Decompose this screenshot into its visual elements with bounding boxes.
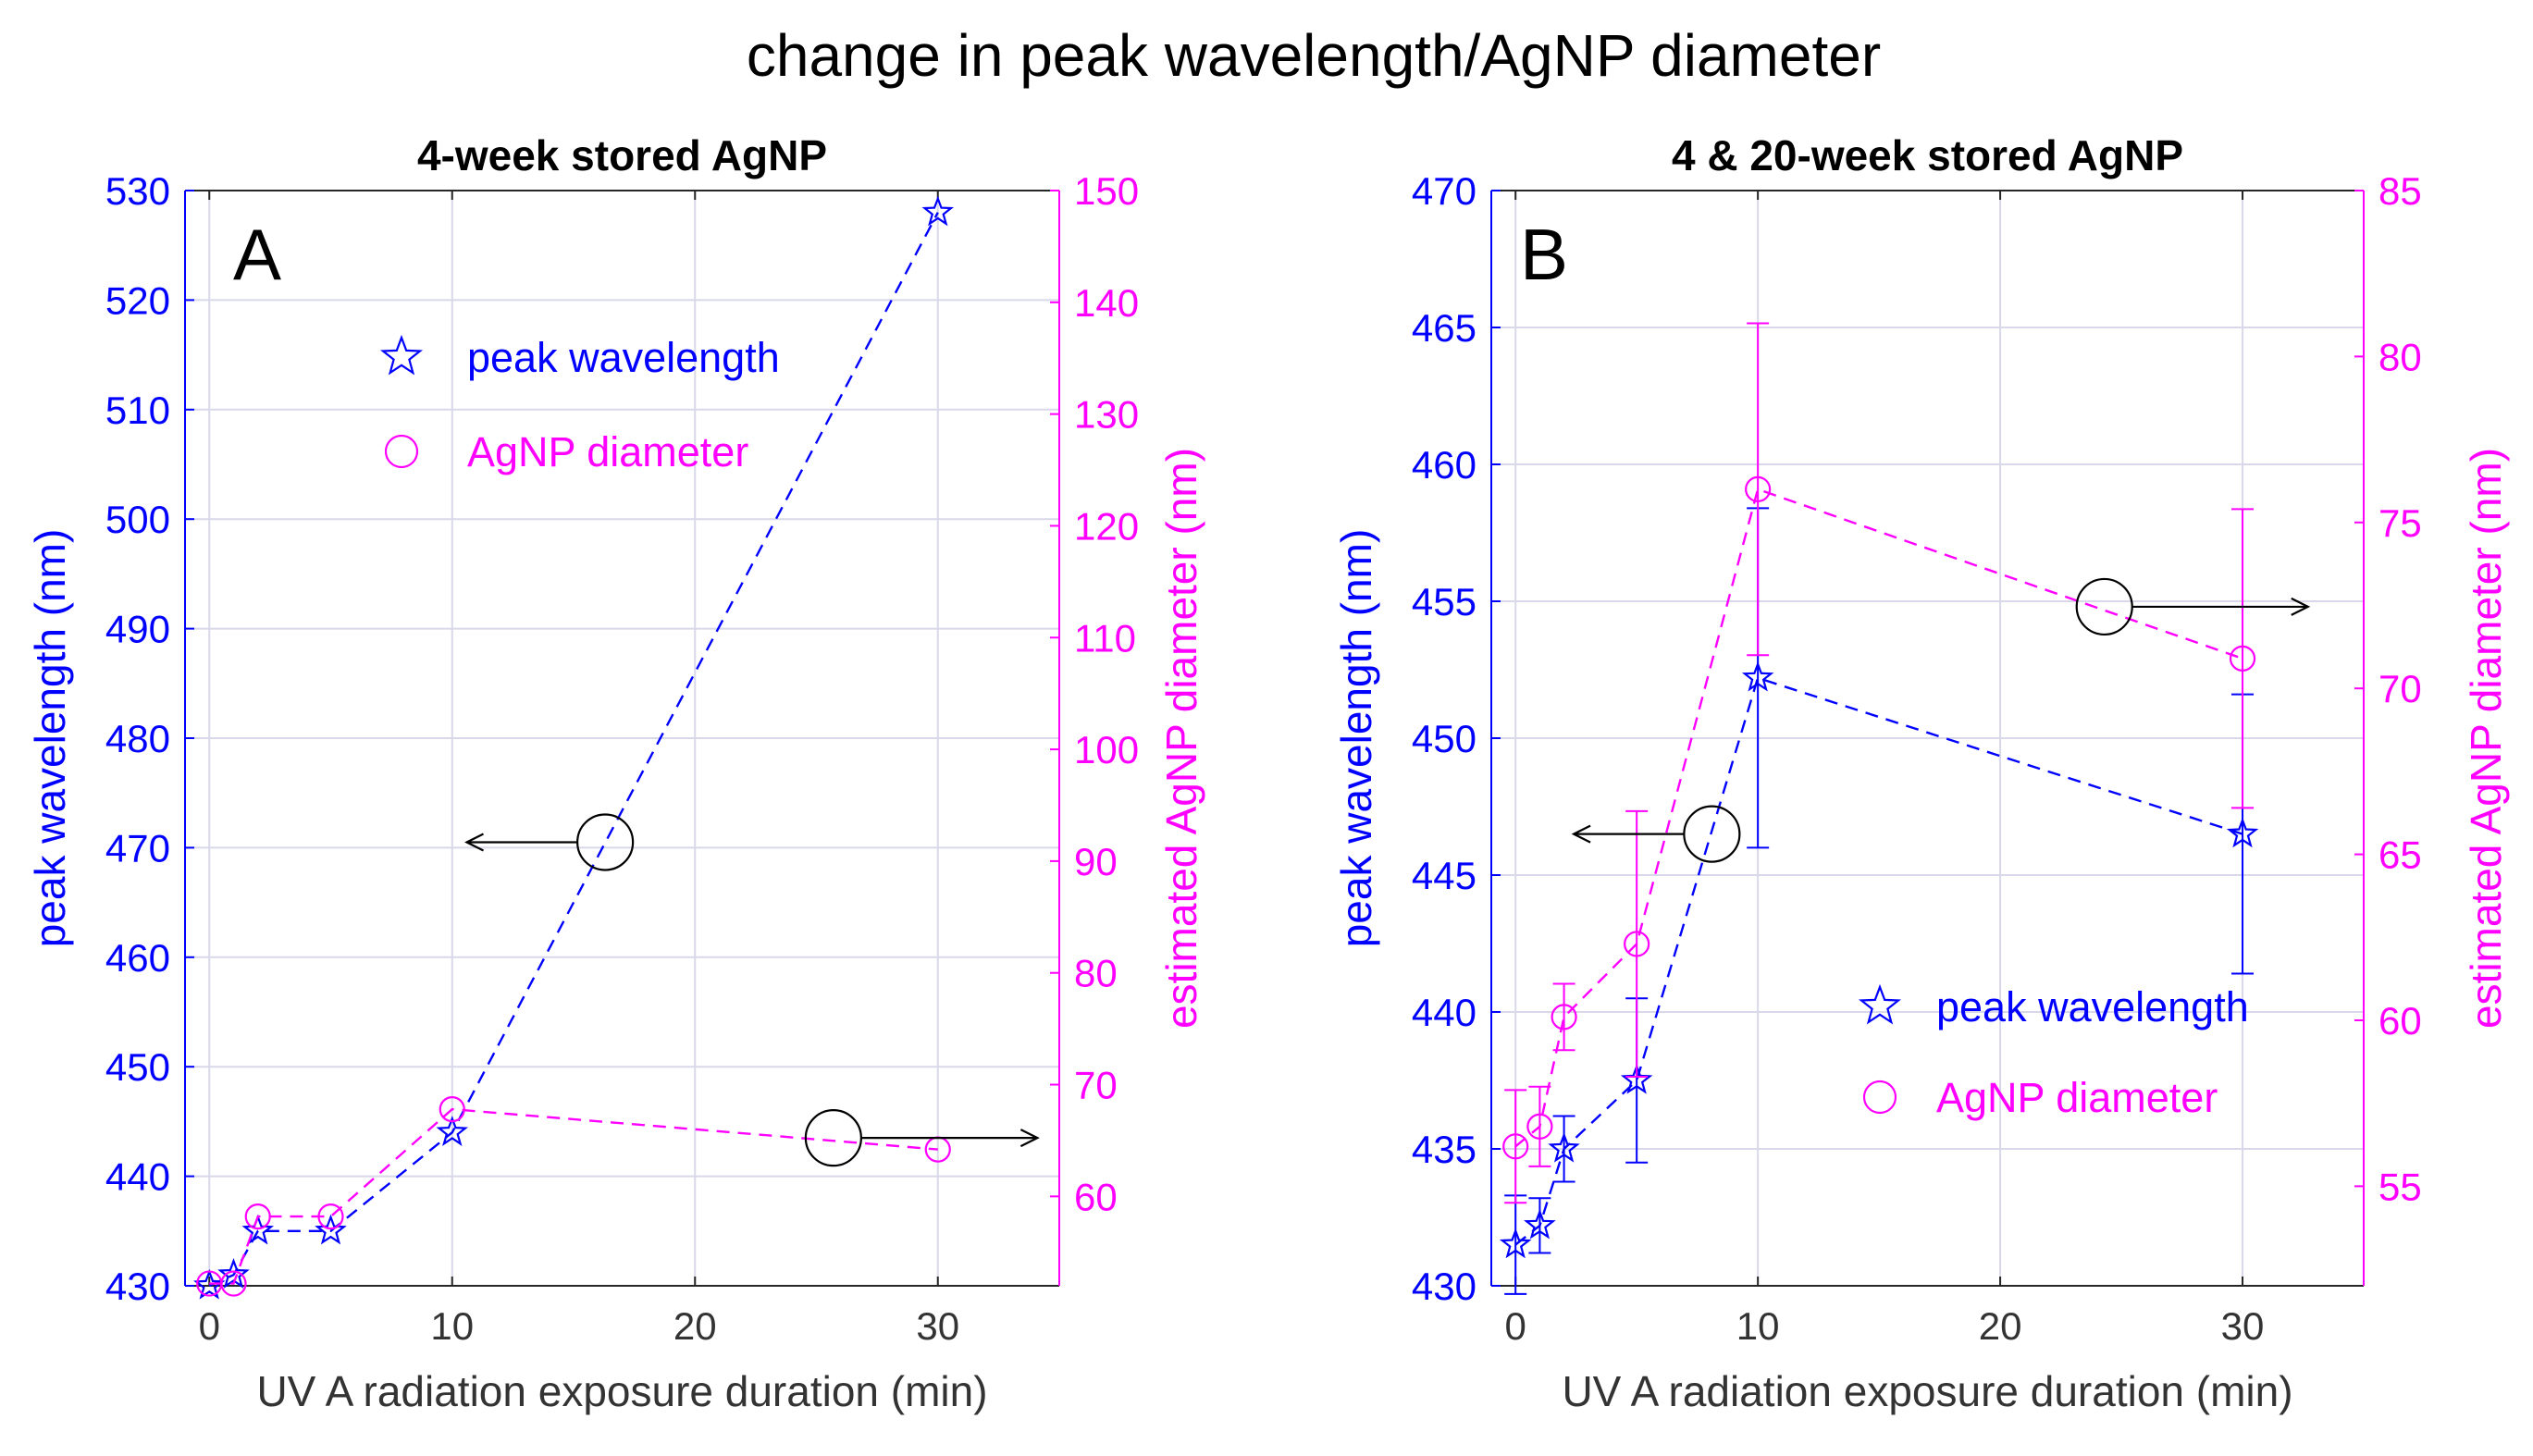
x-axis-label: UV A radiation exposure duration (min) <box>256 1367 987 1415</box>
wavelength-series-line <box>1514 676 2243 1246</box>
axis-indicator-arrow-head <box>464 833 484 852</box>
panel-a-chart: 0 10 20 30 430 440 450 460 470 480 490 500 510 520 530… <box>26 131 1205 1415</box>
diameter-data-point <box>2229 645 2256 672</box>
left-y-tick-label: 510 <box>105 389 170 432</box>
axis-indicator-arrow-head <box>1019 1129 1040 1148</box>
legend-label-agnp-diameter: AgNP diameter <box>1936 1074 2218 1121</box>
diameter-data-point <box>220 1270 247 1297</box>
legend-label-agnp-diameter: AgNP diameter <box>467 428 748 475</box>
diameter-data-point <box>244 1203 271 1230</box>
right-y-tick-label: 60 <box>2379 999 2422 1043</box>
legend-label-peak-wavelength: peak wavelength <box>1936 983 2249 1030</box>
wavelength-data-point <box>2226 817 2259 848</box>
wavelength-series-line <box>208 212 939 1288</box>
diameter-data-point <box>1624 931 1650 957</box>
x-tick-label: 20 <box>673 1304 717 1348</box>
right-y-tick-label: 70 <box>1074 1064 1118 1107</box>
right-y-tick-label: 140 <box>1074 281 1139 325</box>
right-y-tick-label: 65 <box>2379 833 2422 877</box>
wavelength-data-point <box>921 195 955 227</box>
right-y-tick-label: 80 <box>1074 952 1118 995</box>
panel-title: 4 & 20-week stored AgNP <box>1672 131 2183 179</box>
wavelength-data-point <box>1741 660 1774 692</box>
wavelength-data-point <box>315 1214 347 1245</box>
axis-indicator-arrow-head <box>2291 597 2311 616</box>
left-y-tick-label: 450 <box>1412 717 1477 760</box>
left-y-axis-label: peak wavelength (nm) <box>26 529 74 948</box>
x-tick-label: 10 <box>1736 1304 1780 1348</box>
left-y-tick-label: 435 <box>1412 1128 1477 1171</box>
right-y-tick-label: 75 <box>2379 501 2422 545</box>
legend-label-peak-wavelength: peak wavelength <box>467 334 780 381</box>
right-y-tick-label: 100 <box>1074 728 1139 771</box>
left-y-tick-label: 500 <box>105 498 170 541</box>
wavelength-data-point <box>1548 1131 1580 1163</box>
left-y-tick-label: 530 <box>105 169 170 213</box>
left-y-axis-label: peak wavelength (nm) <box>1332 529 1380 948</box>
wavelength-data-point <box>192 1268 226 1300</box>
left-y-tick-label: 470 <box>105 826 170 870</box>
x-axis-label: UV A radiation exposure duration (min) <box>1562 1367 2292 1415</box>
panel-b-chart: 0 10 20 30 430 435 440 445 450 455 460 465 470 55 60 65… <box>1332 131 2510 1415</box>
x-tick-label: 10 <box>430 1304 474 1348</box>
wavelength-data-point <box>436 1116 468 1146</box>
x-tick-label: 30 <box>2221 1304 2265 1348</box>
left-y-tick-label: 440 <box>105 1155 170 1199</box>
wavelength-data-point <box>241 1214 275 1245</box>
right-y-axis-label: estimated AgNP diameter (nm) <box>1157 448 1205 1029</box>
left-y-tick-label: 450 <box>105 1045 170 1089</box>
right-y-tick-label: 110 <box>1074 616 1136 660</box>
figure-title: change in peak wavelength/AgNP diameter <box>747 22 1881 89</box>
diameter-data-point <box>1526 1113 1553 1140</box>
right-y-axis-label: estimated AgNP diameter (nm) <box>2462 448 2510 1029</box>
left-y-tick-label: 490 <box>105 608 170 651</box>
left-y-tick-label: 460 <box>1412 443 1477 487</box>
axis-indicator-circle <box>576 813 635 871</box>
left-y-tick-label: 440 <box>1412 991 1477 1034</box>
left-y-tick-label: 430 <box>1412 1265 1477 1308</box>
left-y-tick-label: 455 <box>1412 580 1477 623</box>
diameter-series-line <box>1514 487 2243 1148</box>
axis-indicator-arrow-head <box>1571 824 1591 844</box>
left-y-tick-label: 445 <box>1412 854 1477 897</box>
x-tick-label: 20 <box>1979 1304 2022 1348</box>
left-y-tick-label: 520 <box>105 278 170 322</box>
diameter-data-point <box>317 1203 344 1230</box>
diameter-series-line <box>209 1107 938 1285</box>
diameter-data-point <box>439 1096 465 1123</box>
wavelength-data-point <box>1499 1228 1532 1259</box>
panel-title: 4-week stored AgNP <box>417 131 827 179</box>
legend-star-icon <box>379 334 424 376</box>
legend-star-icon <box>1858 983 1902 1025</box>
panel-letter: B <box>1520 214 1568 295</box>
x-tick-label: 0 <box>199 1304 220 1348</box>
legend-circle-icon <box>1862 1080 1897 1115</box>
left-y-tick-label: 430 <box>105 1265 170 1308</box>
diameter-data-point <box>1551 1004 1577 1030</box>
diameter-data-point <box>1502 1133 1529 1160</box>
panel-letter: A <box>233 214 281 295</box>
wavelength-data-point <box>1524 1208 1556 1240</box>
left-y-tick-label: 465 <box>1412 306 1477 350</box>
left-y-tick-label: 470 <box>1412 169 1477 213</box>
right-y-tick-label: 90 <box>1074 840 1118 883</box>
legend-circle-icon <box>384 434 419 469</box>
x-tick-label: 0 <box>1505 1304 1526 1348</box>
right-y-tick-label: 85 <box>2379 169 2422 213</box>
right-y-tick-label: 60 <box>1074 1175 1118 1218</box>
axis-indicator-circle <box>2075 577 2133 636</box>
axis-indicator-circle <box>804 1109 862 1167</box>
right-y-tick-label: 80 <box>2379 335 2422 378</box>
diameter-data-point <box>1745 475 1772 503</box>
right-y-tick-label: 130 <box>1074 393 1139 437</box>
right-y-tick-label: 70 <box>2379 667 2422 710</box>
x-tick-label: 30 <box>916 1304 959 1348</box>
left-y-tick-label: 480 <box>105 717 170 760</box>
right-y-tick-label: 120 <box>1074 504 1139 548</box>
right-y-tick-label: 55 <box>2379 1165 2422 1208</box>
left-y-tick-label: 460 <box>105 936 170 980</box>
right-y-tick-label: 150 <box>1074 169 1139 213</box>
